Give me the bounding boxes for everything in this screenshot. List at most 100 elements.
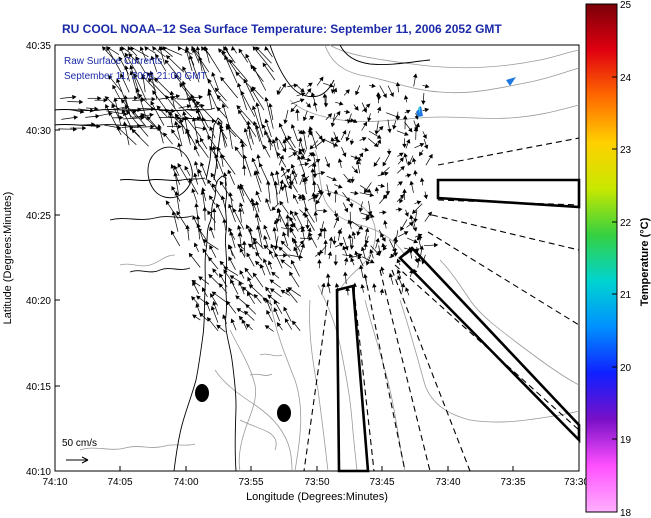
current-vector-head	[230, 318, 235, 324]
current-vector-head	[315, 199, 321, 205]
current-vector-head	[245, 224, 250, 230]
current-vector-head	[258, 162, 263, 168]
current-vector-head	[127, 46, 132, 51]
current-vector-head	[424, 107, 430, 113]
current-vector-head	[300, 243, 305, 249]
current-vector-head	[344, 207, 349, 213]
current-vector-head	[363, 242, 368, 247]
current-vector-head	[419, 245, 424, 250]
current-vector-head	[304, 161, 310, 167]
current-vector-head	[397, 275, 402, 280]
current-vector-head	[404, 131, 409, 136]
current-vector-head	[140, 112, 146, 118]
current-vector-head	[398, 181, 403, 186]
current-vector-head	[373, 142, 379, 148]
current-vector-head	[393, 252, 399, 257]
current-vector-head	[207, 91, 212, 96]
x-axis-label: Longitude (Degrees:Minutes)	[246, 491, 388, 503]
current-vector-head	[218, 48, 223, 53]
current-vector-head	[220, 195, 226, 200]
current-vector-head	[255, 190, 260, 196]
current-vector-head	[79, 99, 84, 105]
current-vector	[124, 53, 138, 74]
colorbar-tick: 19	[620, 435, 632, 446]
current-vector-head	[278, 246, 283, 252]
current-vector-head	[235, 71, 240, 77]
current-vector	[170, 96, 193, 118]
current-vector-head	[309, 144, 315, 150]
current-vector-head	[354, 250, 359, 256]
current-vector-head	[313, 101, 318, 106]
current-vector-head	[253, 170, 258, 176]
current-vector	[255, 214, 263, 238]
current-vector-head	[195, 295, 201, 300]
bathymetry-contour	[364, 299, 406, 472]
current-vector	[189, 55, 200, 83]
current-vector-head	[266, 180, 271, 185]
current-vector-head	[210, 305, 216, 311]
current-vector-head	[281, 82, 286, 88]
current-vector-head	[192, 314, 197, 319]
current-vector-head	[237, 243, 242, 249]
current-vector-head	[169, 90, 175, 96]
current-vector-head	[300, 148, 305, 154]
bathymetry-contour	[317, 284, 358, 472]
current-vector-head	[211, 291, 217, 296]
current-vector-head	[118, 56, 123, 62]
current-vector-head	[326, 282, 331, 287]
current-vector-head	[198, 276, 203, 281]
current-vector	[267, 181, 271, 204]
current-vector	[196, 109, 211, 138]
current-vector-head	[427, 211, 432, 217]
current-vector-head	[195, 45, 201, 51]
current-vector-head	[402, 188, 407, 193]
coastline-ny-harbor	[54, 107, 216, 127]
current-vector	[126, 110, 149, 137]
current-vector-head	[322, 227, 327, 232]
x-tick-label: 73:45	[369, 477, 394, 488]
current-vector-head	[282, 147, 286, 153]
current-vector	[208, 89, 218, 109]
current-vector-head	[221, 103, 226, 108]
current-vector-head	[287, 287, 293, 292]
current-vector-head	[290, 163, 296, 169]
current-vector-head	[128, 53, 133, 58]
current-vector	[131, 129, 149, 147]
current-vector-head	[408, 221, 414, 227]
current-vector-head	[292, 152, 298, 157]
current-vector-head	[245, 323, 251, 329]
current-vector-head	[194, 202, 199, 208]
bathymetry-contour	[269, 299, 302, 472]
current-vector	[130, 71, 139, 99]
current-vector-head	[310, 92, 316, 97]
current-vector-head	[283, 253, 288, 258]
current-vector	[244, 128, 252, 151]
current-vector-head	[239, 269, 244, 275]
current-vector-head	[181, 80, 187, 86]
current-vector-head	[247, 276, 252, 282]
current-vector-head	[241, 319, 246, 324]
current-vector-head	[220, 76, 225, 82]
current-vector-head	[282, 138, 287, 144]
current-vector	[130, 65, 140, 93]
current-vector-head	[279, 179, 284, 184]
current-vector-head	[252, 237, 258, 243]
current-vector-head	[348, 253, 354, 258]
current-vector-head	[134, 95, 139, 101]
current-vector-head	[322, 93, 328, 98]
current-vector-head	[289, 271, 294, 277]
current-vector-head	[170, 95, 175, 101]
current-vector-head	[280, 240, 286, 246]
current-vector-head	[186, 104, 192, 109]
current-vector-head	[132, 109, 137, 115]
current-vector-head	[362, 121, 368, 127]
current-vector-head	[186, 128, 190, 134]
current-vector-head	[297, 137, 303, 142]
current-vector-head	[308, 152, 314, 157]
current-vector-head	[350, 257, 355, 263]
current-vector-head	[379, 288, 385, 293]
sector-box	[335, 284, 370, 473]
current-vector-head	[359, 264, 364, 270]
current-vector-head	[176, 210, 181, 216]
current-vector-head	[232, 207, 237, 213]
